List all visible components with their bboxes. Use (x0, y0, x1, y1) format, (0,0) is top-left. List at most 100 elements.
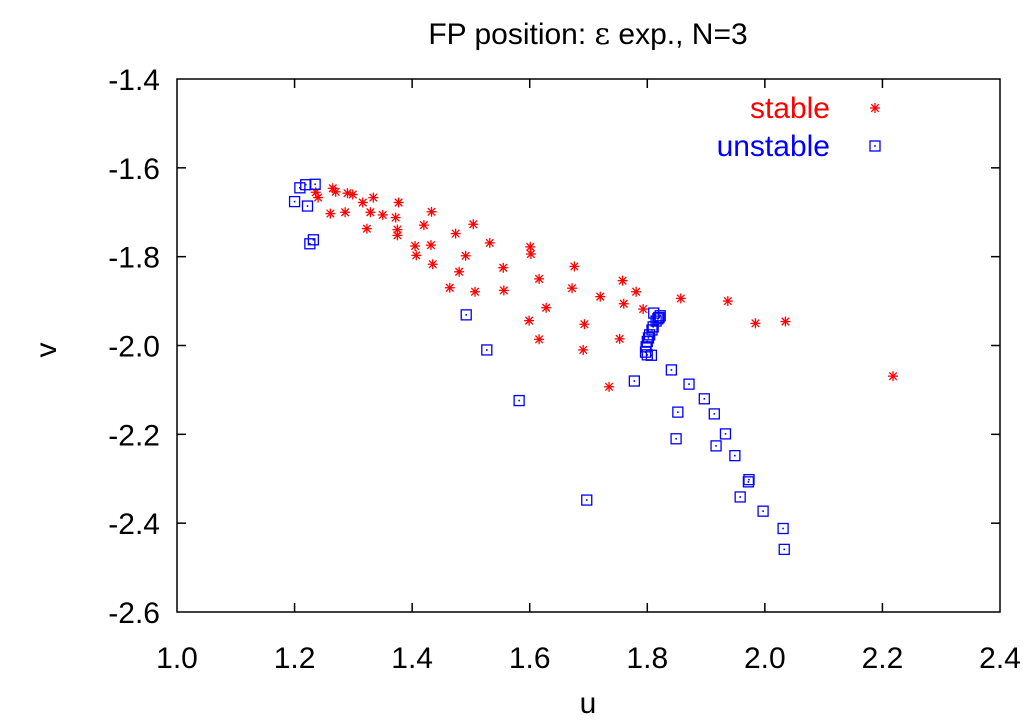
x-tick-label: 1.0 (156, 642, 198, 675)
unstable-point (710, 440, 722, 452)
legend-marker-unstable (869, 140, 881, 152)
x-tick-label: 1.8 (626, 642, 668, 675)
legend-marker-stable (870, 103, 880, 113)
chart-title-symbol: ε (595, 17, 611, 52)
unstable-point (628, 375, 641, 387)
unstable-point (642, 332, 655, 344)
y-tick-label: -2.0 (108, 331, 160, 364)
unstable-point (288, 195, 301, 208)
stable-point (631, 286, 642, 297)
chart-title: FP position: ε exp., N=3 (428, 17, 747, 52)
stable-point (418, 220, 429, 231)
unstable-point (646, 324, 658, 336)
unstable-point (778, 543, 790, 556)
x-tick-label: 1.2 (274, 642, 316, 675)
unstable-point (777, 522, 789, 535)
unstable-point (307, 234, 320, 246)
stable-point (347, 189, 358, 200)
x-axis: 1.0 1.2 1.4 1.6 1.8 2.0 2.2 2.4 (156, 79, 1021, 675)
x-tick-label: 2.2 (862, 642, 904, 675)
stable-point (579, 319, 590, 330)
stable-point (410, 241, 421, 252)
unstable-point (734, 491, 746, 503)
y-tick-label: -2.4 (108, 508, 160, 541)
unstable-point (581, 494, 593, 506)
stable-point (541, 302, 552, 313)
stable-point (377, 209, 388, 220)
stable-point (567, 283, 578, 294)
x-tick-label: 1.6 (509, 642, 551, 675)
unstable-point (641, 335, 653, 348)
y-tick-label: -1.4 (108, 64, 160, 97)
stable-point (450, 228, 461, 239)
unstable-point (309, 178, 321, 190)
stable-point (534, 334, 545, 345)
stable-point (411, 250, 422, 261)
x-tick-label: 2.0 (744, 642, 786, 675)
stable-point (498, 285, 509, 296)
chart-title-prefix: FP position: (428, 18, 594, 51)
stable-point (426, 206, 437, 217)
stable-point (888, 371, 899, 382)
plot-frame (176, 78, 1001, 613)
stable-point (618, 298, 629, 309)
stable-point (325, 208, 336, 219)
stable-point (357, 197, 368, 208)
stable-point (638, 304, 649, 315)
unstable-point (513, 394, 525, 407)
unstable-point (742, 476, 755, 488)
stable-point (340, 207, 351, 218)
unstable-point (645, 349, 658, 361)
unstable-point (665, 364, 678, 376)
y-axis: -1.4 -1.6 -1.8 -2.0 -2.2 -2.4 -2.6 (108, 64, 1000, 630)
stable-point (330, 186, 341, 197)
y-tick-label: -2.2 (108, 419, 160, 452)
unstable-point (652, 313, 664, 325)
legend-label-unstable: unstable (717, 130, 830, 163)
stable-point (460, 250, 471, 261)
unstable-point (460, 309, 472, 321)
unstable-point (670, 433, 682, 445)
stable-point (722, 296, 733, 307)
unstable-point (300, 179, 312, 191)
unstable-point (481, 344, 493, 356)
unstable-point (729, 450, 741, 462)
stable-point (750, 318, 761, 329)
unstable-point (683, 378, 695, 390)
x-tick-label: 2.4 (979, 642, 1021, 675)
stable-point (604, 381, 615, 392)
stable-point (393, 197, 404, 208)
unstable-point (757, 505, 769, 517)
unstable-point (708, 408, 720, 420)
legend: stable unstable (717, 92, 881, 163)
stable-point (780, 316, 791, 327)
y-tick-label: -1.8 (108, 242, 160, 275)
unstable-point (304, 238, 316, 250)
stable-point (525, 249, 536, 260)
unstable-point (698, 393, 710, 405)
unstable-point (743, 473, 755, 486)
stable-point (569, 261, 580, 272)
unstable-point (672, 406, 684, 418)
x-tick-label: 1.4 (391, 642, 433, 675)
stable-point (454, 266, 465, 277)
stable-point (498, 262, 509, 273)
stable-point (470, 286, 481, 297)
stable-point (595, 291, 606, 302)
y-axis-label: v (30, 343, 63, 358)
stable-point (365, 207, 376, 218)
stable-point (444, 282, 455, 293)
stable-point (614, 333, 625, 344)
y-tick-label: -2.6 (108, 597, 160, 630)
stable-point (524, 315, 535, 326)
stable-point (468, 219, 479, 230)
x-axis-label: u (580, 687, 597, 720)
unstable-point (654, 310, 666, 322)
stable-point (368, 192, 379, 203)
stable-point (578, 344, 589, 355)
data-points (288, 178, 899, 556)
unstable-point (719, 428, 732, 440)
stable-point (425, 240, 436, 251)
stable-point (361, 223, 372, 234)
